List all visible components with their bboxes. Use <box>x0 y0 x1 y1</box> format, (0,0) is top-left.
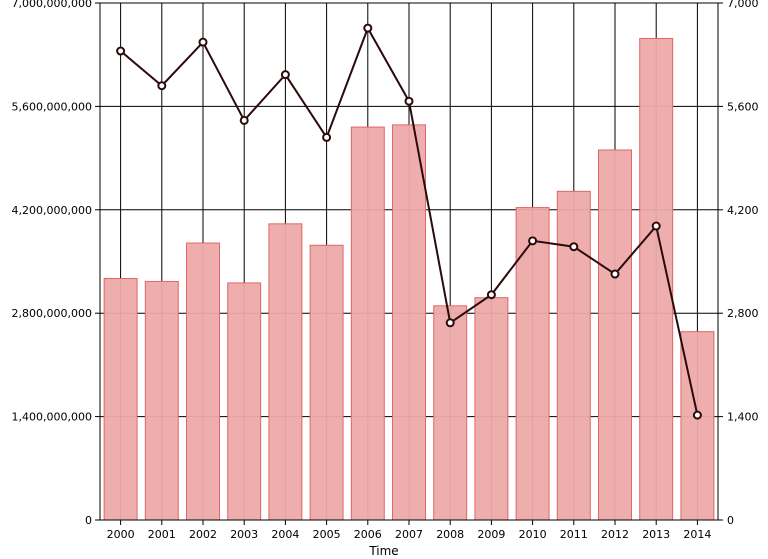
x-tick-label: 2004 <box>271 528 299 541</box>
x-tick-label: 2005 <box>313 528 341 541</box>
bar <box>350 126 385 521</box>
y-left-tick-label: 4,200,000,000 <box>12 204 92 217</box>
x-tick-label: 2008 <box>436 528 464 541</box>
line-point <box>280 70 290 80</box>
line-point <box>363 23 373 33</box>
bar <box>268 223 303 521</box>
y-left-tick-label: 5,600,000,000 <box>12 100 92 113</box>
tick-labels: 0 0 1,400,000,000 1,400 2,800,000,000 2,800 4,… <box>12 0 759 541</box>
y-right-tick-label: 0 <box>727 514 734 527</box>
x-tick-label: 2007 <box>395 528 423 541</box>
bar <box>515 207 550 521</box>
y-right-tick-label: 1,400 <box>727 411 759 424</box>
y-right-tick-label: 5,600 <box>727 100 759 113</box>
bar <box>556 190 591 521</box>
x-tick-label: 2009 <box>477 528 505 541</box>
y-left-tick-label: 7,000,000,000 <box>12 0 92 10</box>
line-point <box>528 236 538 246</box>
line-point <box>486 290 496 300</box>
y-right-tick-label: 7,000 <box>727 0 759 10</box>
line-point <box>116 46 126 56</box>
line-point <box>569 242 579 252</box>
bar <box>144 280 179 521</box>
x-tick-label: 2011 <box>560 528 588 541</box>
bar-series <box>103 37 715 521</box>
line-point <box>157 81 167 91</box>
line-point <box>610 269 620 279</box>
x-tick-label: 2006 <box>354 528 382 541</box>
y-left-tick-label: 2,800,000,000 <box>12 307 92 320</box>
bar <box>103 277 138 521</box>
line-point <box>404 96 414 106</box>
bar <box>227 282 262 521</box>
line-point <box>239 115 249 125</box>
line-series <box>116 23 702 420</box>
x-tick-label: 2003 <box>230 528 258 541</box>
x-tick-label: 2014 <box>683 528 711 541</box>
bar <box>433 305 468 521</box>
line-point <box>651 221 661 231</box>
axes <box>95 2 723 525</box>
y-left-tick-label: 1,400,000,000 <box>12 411 92 424</box>
line-point <box>692 410 702 420</box>
x-axis-title: Time <box>368 544 398 558</box>
bar <box>392 124 426 521</box>
bar <box>186 242 220 521</box>
x-tick-label: 2002 <box>189 528 217 541</box>
x-tick-label: 2012 <box>601 528 629 541</box>
y-right-tick-label: 4,200 <box>727 204 759 217</box>
bar <box>474 297 509 521</box>
x-tick-label: 2013 <box>642 528 670 541</box>
bar <box>309 244 344 521</box>
y-left-tick-label: 0 <box>85 514 92 527</box>
bar <box>598 149 632 521</box>
x-tick-label: 2000 <box>107 528 135 541</box>
y-right-tick-label: 2,800 <box>727 307 759 320</box>
x-tick-label: 2001 <box>148 528 176 541</box>
line-point <box>322 132 332 142</box>
x-tick-label: 2010 <box>519 528 547 541</box>
line-point <box>445 318 455 328</box>
line-point <box>198 37 208 47</box>
